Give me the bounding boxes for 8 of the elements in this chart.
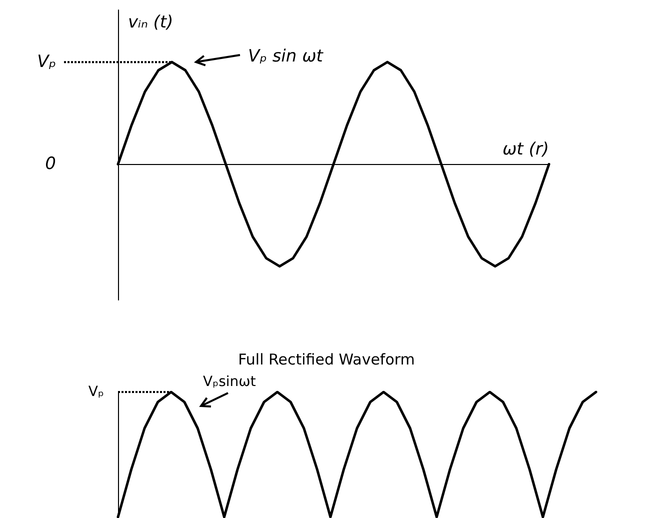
text: Vₚsinωt — [203, 374, 256, 390]
text: Vₚ — [88, 384, 104, 400]
x-axis-title: ωt (r) — [502, 140, 549, 160]
chart-title: Full Rectified Waveform — [238, 350, 415, 368]
text: Vₚ — [37, 52, 56, 72]
y-axis-title: vᵢₙ (t) — [128, 12, 174, 32]
text: 0 — [45, 154, 56, 174]
annotation: Vₚ sin ωt — [248, 46, 324, 66]
